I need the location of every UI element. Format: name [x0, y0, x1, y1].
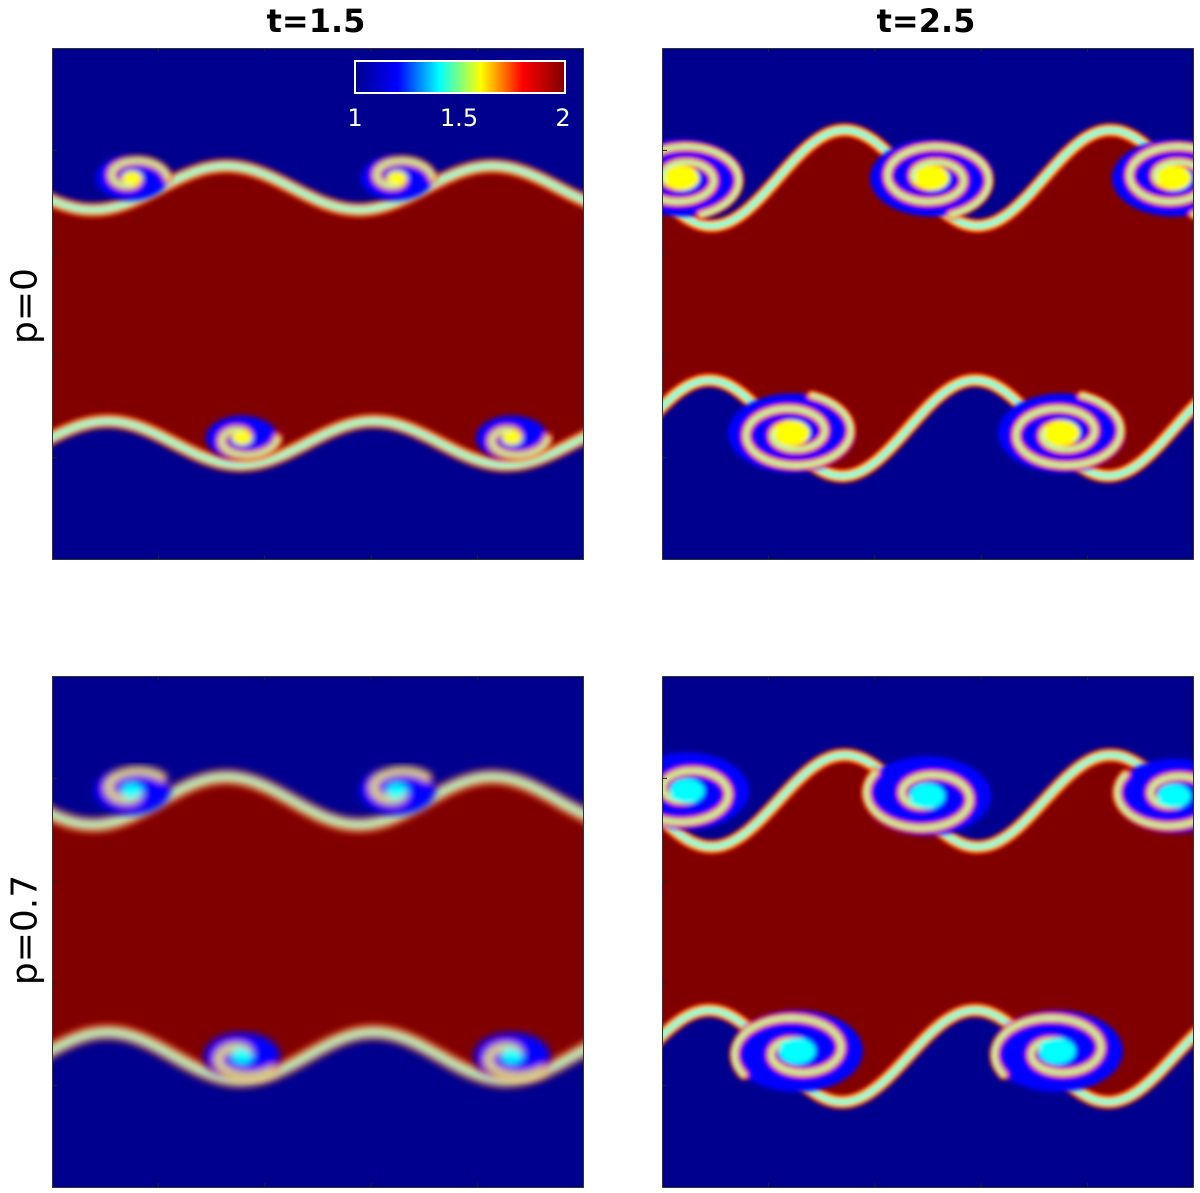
- vortex-1: [361, 155, 438, 201]
- axis-ticks-1: [662, 48, 1194, 560]
- vortex-3: [476, 415, 553, 461]
- interface-bottom: [52, 1029, 584, 1083]
- vortex-0: [662, 139, 745, 220]
- colorbar-tick-label: 1.5: [439, 104, 479, 132]
- vortex-0: [94, 765, 170, 815]
- vortex-2: [206, 415, 283, 461]
- vortex-4: [998, 390, 1126, 473]
- colorbar-tick-label: 2: [555, 104, 571, 132]
- density-field-3: [662, 676, 1194, 1188]
- high-density-band: [662, 130, 1194, 476]
- vortex-2: [1112, 139, 1194, 220]
- row-label-p07: p=0.7: [0, 830, 50, 1030]
- axis-ticks-0: [52, 48, 584, 560]
- colorbar: [354, 60, 566, 94]
- vortex-0: [96, 155, 173, 201]
- vortex-2: [1112, 758, 1194, 834]
- heatmap-panel-p0-t1: 1 1.5 2: [52, 48, 584, 560]
- vortex-3: [729, 1010, 863, 1092]
- heatmap-panel-p07-t2: [662, 676, 1194, 1188]
- density-field-1: [662, 48, 1194, 560]
- axis-ticks-2: [52, 676, 584, 1188]
- high-density-band: [52, 166, 584, 465]
- row-label-p07-text: p=0.7: [4, 874, 46, 986]
- interface-bottom: [662, 1007, 1194, 1105]
- row-label-p0: p=0: [0, 206, 50, 406]
- heatmap-panel-p0-t2: [662, 48, 1194, 560]
- vortex-1: [359, 765, 435, 815]
- vortex-1: [861, 756, 991, 836]
- column-title-t2: t=2.5: [876, 2, 976, 40]
- vortex-3: [474, 1032, 550, 1082]
- high-density-band: [52, 777, 584, 1080]
- interface-top: [52, 774, 584, 828]
- colorbar-tick-label: 1: [347, 104, 363, 132]
- row-label-p0-text: p=0: [4, 268, 46, 344]
- axis-ticks-3: [662, 676, 1194, 1188]
- vortex-2: [204, 1032, 280, 1082]
- vortex-1: [870, 139, 995, 220]
- density-field-0: [52, 48, 584, 560]
- density-field-2: [52, 676, 584, 1188]
- interface-bottom: [662, 377, 1194, 479]
- interface-top: [52, 163, 584, 213]
- interface-bottom: [52, 418, 584, 468]
- vortex-0: [662, 752, 749, 830]
- column-title-t1: t=1.5: [266, 2, 366, 40]
- vortex-3: [728, 390, 856, 473]
- heatmap-panel-p07-t1: [52, 676, 584, 1188]
- vortex-4: [989, 1010, 1123, 1092]
